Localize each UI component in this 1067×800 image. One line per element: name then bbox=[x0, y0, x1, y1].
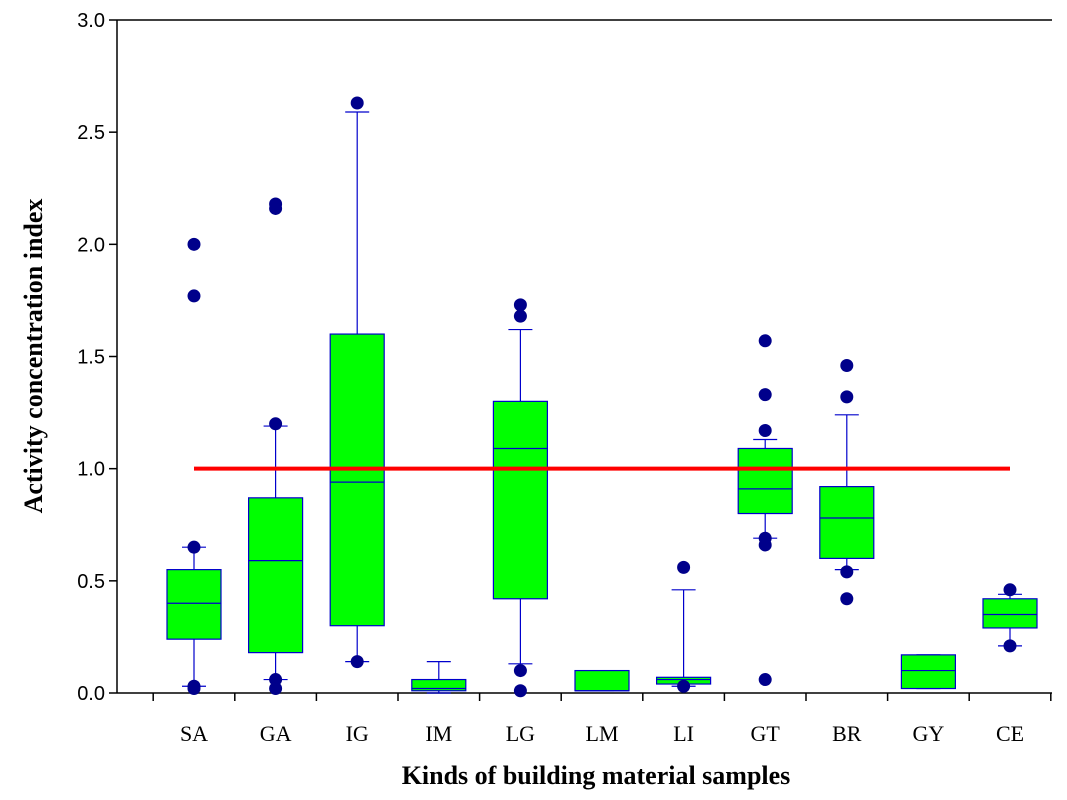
y-ticks: 0.0 0.5 1.0 1.5 2.0 2.5 3.0 bbox=[77, 10, 117, 705]
outlier-point bbox=[758, 334, 772, 348]
box-iqr bbox=[411, 678, 467, 692]
outlier-point bbox=[269, 417, 283, 431]
y-tick-label: 2.5 bbox=[77, 122, 105, 144]
outlier-point bbox=[677, 560, 691, 574]
outlier-point bbox=[1003, 639, 1017, 653]
box-br bbox=[819, 414, 875, 571]
outlier-point bbox=[758, 388, 772, 402]
box-ga bbox=[248, 425, 304, 681]
x-tick-label: IM bbox=[425, 721, 452, 746]
box-iqr bbox=[819, 486, 875, 560]
outlier-point bbox=[513, 298, 527, 312]
y-tick-label: 1.5 bbox=[77, 347, 105, 369]
box-iqr bbox=[737, 447, 793, 515]
box-im bbox=[411, 660, 467, 694]
box-sa bbox=[166, 546, 222, 687]
box-lg bbox=[492, 328, 548, 665]
box-iqr bbox=[248, 497, 304, 654]
outlier-point bbox=[840, 565, 854, 579]
outlier-point bbox=[269, 673, 283, 687]
x-tick-label: IG bbox=[346, 721, 369, 746]
outlier-point bbox=[840, 390, 854, 404]
outlier-point bbox=[513, 664, 527, 678]
x-tick-label: GA bbox=[260, 721, 292, 746]
y-tick-label: 1.0 bbox=[77, 459, 105, 481]
outlier-point bbox=[758, 673, 772, 687]
x-tick-label: LM bbox=[586, 721, 619, 746]
y-axis-title: Activity concentration index bbox=[19, 199, 48, 514]
outlier-point bbox=[1003, 583, 1017, 597]
y-tick-label: 3.0 bbox=[77, 10, 105, 32]
box-iqr bbox=[982, 598, 1038, 629]
outlier-point bbox=[187, 237, 201, 251]
y-tick-label: 0.0 bbox=[77, 683, 105, 705]
y-tick-label: 2.0 bbox=[77, 234, 105, 256]
outlier-point bbox=[187, 679, 201, 693]
boxes bbox=[166, 111, 1038, 694]
outlier-point bbox=[269, 197, 283, 211]
x-tick-label: LI bbox=[673, 721, 694, 746]
box-iqr bbox=[574, 669, 630, 692]
box-ig bbox=[329, 111, 385, 663]
outlier-point bbox=[840, 592, 854, 606]
x-tick-label: CE bbox=[996, 721, 1024, 746]
x-tick-label: GT bbox=[751, 721, 781, 746]
outlier-point bbox=[187, 540, 201, 554]
x-tick-label: LG bbox=[506, 721, 535, 746]
outlier-point bbox=[269, 682, 283, 696]
box-ce bbox=[982, 593, 1038, 647]
x-ticks: SA GA IG IM LG LM LI GT BR GY CE bbox=[152, 693, 1052, 746]
box-gy bbox=[900, 654, 957, 690]
box-iqr bbox=[900, 654, 957, 690]
outlier-point bbox=[758, 531, 772, 545]
outliers bbox=[187, 96, 1017, 698]
outlier-point bbox=[350, 96, 364, 110]
outlier-point bbox=[758, 424, 772, 438]
x-tick-label: GY bbox=[913, 721, 945, 746]
x-tick-label: SA bbox=[180, 721, 208, 746]
box-iqr bbox=[492, 400, 548, 600]
box-gt bbox=[737, 438, 793, 539]
box-li bbox=[655, 589, 712, 687]
box-lm bbox=[574, 669, 630, 692]
x-axis-title: Kinds of building material samples bbox=[402, 761, 791, 790]
outlier-point bbox=[677, 679, 691, 693]
outlier-point bbox=[840, 358, 854, 372]
y-tick-label: 0.5 bbox=[77, 571, 105, 593]
box-iqr bbox=[166, 569, 222, 640]
outlier-point bbox=[513, 684, 527, 698]
outlier-point bbox=[187, 289, 201, 303]
outlier-point bbox=[513, 309, 527, 323]
x-tick-label: BR bbox=[832, 721, 862, 746]
box-iqr bbox=[329, 333, 385, 627]
outlier-point bbox=[350, 655, 364, 669]
